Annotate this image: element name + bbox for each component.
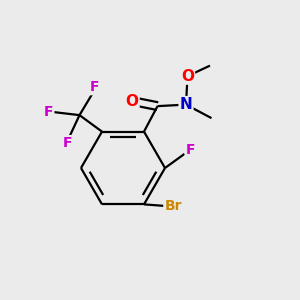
Text: F: F xyxy=(44,105,53,119)
Text: F: F xyxy=(63,136,72,150)
Text: N: N xyxy=(180,97,192,112)
Text: O: O xyxy=(125,94,139,109)
Text: F: F xyxy=(90,80,99,94)
Text: O: O xyxy=(181,69,194,84)
Text: Br: Br xyxy=(164,199,182,213)
Text: F: F xyxy=(186,143,195,157)
